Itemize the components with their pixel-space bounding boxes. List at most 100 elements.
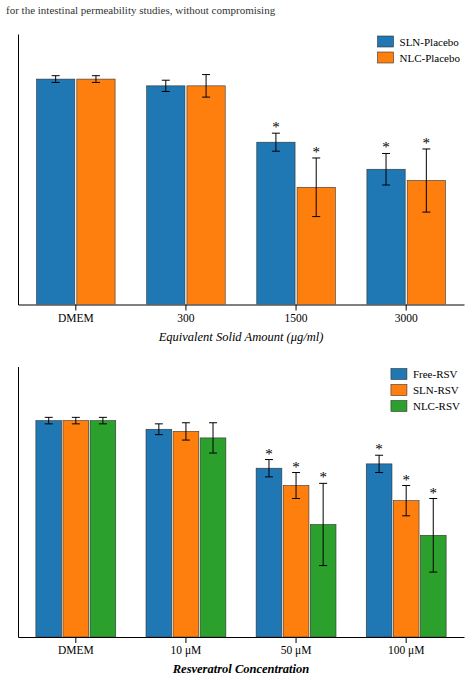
error-bar-stem	[379, 455, 380, 472]
error-bar-cap	[182, 440, 190, 441]
x-tick: 50 μM	[281, 637, 312, 657]
x-tick-mark	[75, 637, 76, 643]
error-bar	[155, 424, 163, 435]
error-bar-cap	[92, 75, 100, 76]
error-bar-cap	[292, 498, 300, 499]
error-bar-stem	[185, 423, 186, 440]
chart-panel: DMEM10 μM50 μM100 μM******Resveratrol Co…	[19, 367, 465, 676]
x-axis-title: Resveratrol Concentration	[172, 662, 310, 676]
error-bar-stem	[55, 76, 56, 83]
legend-swatch	[391, 369, 407, 380]
x-tick: 10 μM	[171, 637, 202, 657]
significance-label: *	[430, 485, 438, 501]
bar	[36, 421, 62, 637]
x-tick: 100 μM	[388, 637, 425, 657]
x-tick: 3000	[395, 305, 418, 324]
error-bar	[72, 417, 80, 423]
bar	[393, 501, 419, 637]
error-bar-stem	[75, 417, 76, 423]
legend-label: NLC-RSV	[413, 400, 460, 412]
error-bar	[272, 133, 280, 151]
bar	[187, 86, 225, 305]
error-bar-cap	[45, 417, 53, 418]
significance-label: *	[319, 469, 327, 485]
error-bar-cap	[272, 151, 280, 152]
legend-swatch	[391, 401, 407, 412]
x-tick-label: DMEM	[58, 644, 94, 656]
legend-item: NLC-RSV	[391, 400, 460, 412]
error-bar	[52, 76, 60, 83]
legend-item: Free-RSV	[391, 368, 458, 380]
legend-label: SLN-Placebo	[400, 36, 460, 48]
bar	[147, 86, 185, 305]
error-bar-stem	[158, 424, 159, 435]
error-bar-stem	[213, 423, 214, 453]
error-bar-stem	[406, 486, 407, 516]
error-bar	[209, 423, 217, 453]
x-tick: 300	[177, 305, 195, 324]
error-bar-cap	[52, 75, 60, 76]
x-tick-mark	[185, 637, 186, 643]
bar	[283, 486, 309, 637]
error-bar-cap	[99, 423, 107, 424]
error-bar-cap	[265, 476, 273, 477]
error-bar-cap	[52, 82, 60, 83]
error-bar	[265, 460, 273, 477]
legend-item: NLC-Placebo	[378, 52, 461, 64]
chart-panel: DMEM30015003000****Equivalent Solid Amou…	[19, 35, 465, 344]
error-bar	[312, 158, 320, 217]
error-bar-cap	[92, 82, 100, 83]
error-bar	[402, 486, 410, 516]
bar	[90, 421, 116, 637]
error-bar	[92, 76, 100, 83]
chart-container: for the intestinal permeability studies,…	[0, 0, 474, 689]
x-tick-mark	[406, 305, 407, 311]
error-bar-stem	[316, 158, 317, 217]
significance-label: *	[272, 119, 280, 135]
bar	[173, 431, 199, 637]
x-tick-mark	[406, 637, 407, 643]
error-bar-stem	[102, 417, 103, 423]
error-bar-stem	[386, 153, 387, 185]
error-bar	[422, 149, 430, 212]
error-bar-stem	[323, 483, 324, 565]
legend-swatch	[391, 385, 407, 396]
significance-label: *	[312, 144, 320, 160]
error-bar-cap	[209, 422, 217, 423]
x-axis: DMEM 10 μM 50 μM 100 μM	[19, 637, 465, 657]
x-tick-mark	[185, 305, 186, 311]
significance-labels: ******	[265, 441, 437, 500]
error-bar-cap	[162, 91, 170, 92]
significance-labels: * * * *	[272, 119, 430, 160]
y-axis	[18, 35, 19, 306]
bar	[146, 429, 172, 637]
x-tick-label: 1500	[285, 312, 308, 324]
error-bar-stem	[95, 76, 96, 83]
plot-marks	[36, 417, 446, 637]
legend-item: SLN-RSV	[391, 384, 459, 396]
significance-label: *	[382, 139, 390, 155]
bar	[256, 468, 282, 637]
error-bar-cap	[155, 434, 163, 435]
significance-label: *	[423, 135, 431, 151]
error-bar	[45, 417, 53, 423]
error-bar-stem	[48, 417, 49, 423]
error-bar-stem	[296, 473, 297, 499]
error-bar-cap	[72, 423, 80, 424]
error-bar	[429, 499, 437, 573]
x-tick-mark	[296, 637, 297, 643]
series	[77, 75, 446, 305]
error-bar	[162, 80, 170, 91]
legend-label: SLN-RSV	[413, 384, 459, 396]
error-bar-cap	[202, 97, 210, 98]
error-bar-cap	[429, 572, 437, 573]
error-bar-cap	[45, 423, 53, 424]
chart-svg: for the intestinal permeability studies,…	[0, 0, 474, 689]
error-bar-cap	[209, 453, 217, 454]
bar	[77, 79, 115, 304]
plot-marks	[37, 75, 446, 305]
error-bar-cap	[72, 417, 80, 418]
legend: Free-RSV SLN-RSV NLC-RSV	[391, 368, 460, 412]
x-tick-label: 10 μM	[171, 644, 202, 657]
x-tick: DMEM	[58, 637, 94, 656]
